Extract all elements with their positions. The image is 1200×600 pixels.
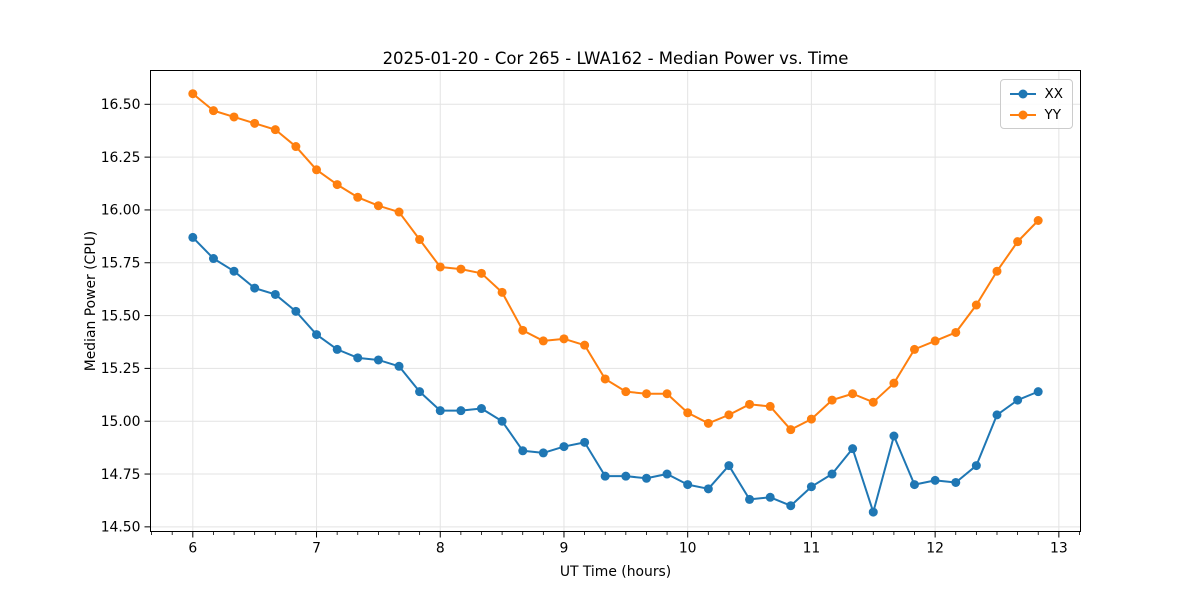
legend: XX YY: [999, 79, 1073, 129]
x-tick-label: 7: [312, 541, 321, 557]
x-tick-label: 13: [1050, 541, 1068, 557]
y-tick-label: 16.50: [101, 97, 141, 113]
x-tick-label: 9: [560, 541, 569, 557]
series-line-YY: [191, 92, 1040, 431]
y-tick-label: 15.50: [101, 308, 141, 324]
chart-title: 2025-01-20 - Cor 265 - LWA162 - Median P…: [382, 49, 849, 68]
series-markers-XX: [188, 232, 1043, 517]
legend-item-xx: XX: [1008, 84, 1064, 103]
y-tick-label: 14.75: [101, 467, 141, 483]
x-gridlines: [192, 70, 1060, 532]
legend-line-marker-icon: [1009, 89, 1036, 98]
x-ticks: 6 7 8 9 10 11 12 13: [188, 531, 1068, 557]
y-tick-label: 15.00: [101, 414, 141, 430]
series-line-XX: [191, 236, 1040, 514]
axes-spines: [150, 70, 1081, 532]
legend-label: XX: [1044, 85, 1064, 102]
legend-item-yy: YY: [1008, 105, 1064, 124]
y-gridlines: [150, 103, 1081, 528]
x-tick-label: 10: [679, 541, 697, 557]
x-minor-ticks: [151, 531, 1080, 535]
x-tick-label: 8: [436, 541, 445, 557]
y-axis-label: Median Power (CPU): [83, 230, 99, 372]
y-tick-label: 16.25: [101, 150, 141, 166]
y-tick-label: 15.75: [101, 256, 141, 272]
series-markers-YY: [188, 89, 1043, 435]
x-axis-label: UT Time (hours): [559, 564, 672, 580]
y-tick-label: 16.00: [101, 203, 141, 219]
x-tick-label: 11: [803, 541, 821, 557]
x-tick-label: 6: [188, 541, 197, 557]
y-ticks: 14.50 14.75 15.00 15.25 15.50 15.75 16.00 16.25…: [101, 97, 151, 536]
y-tick-label: 14.50: [101, 520, 141, 536]
y-tick-label: 15.25: [101, 361, 141, 377]
legend-line-marker-icon: [1009, 110, 1036, 119]
x-tick-label: 12: [926, 541, 944, 557]
legend-label: YY: [1044, 106, 1062, 123]
